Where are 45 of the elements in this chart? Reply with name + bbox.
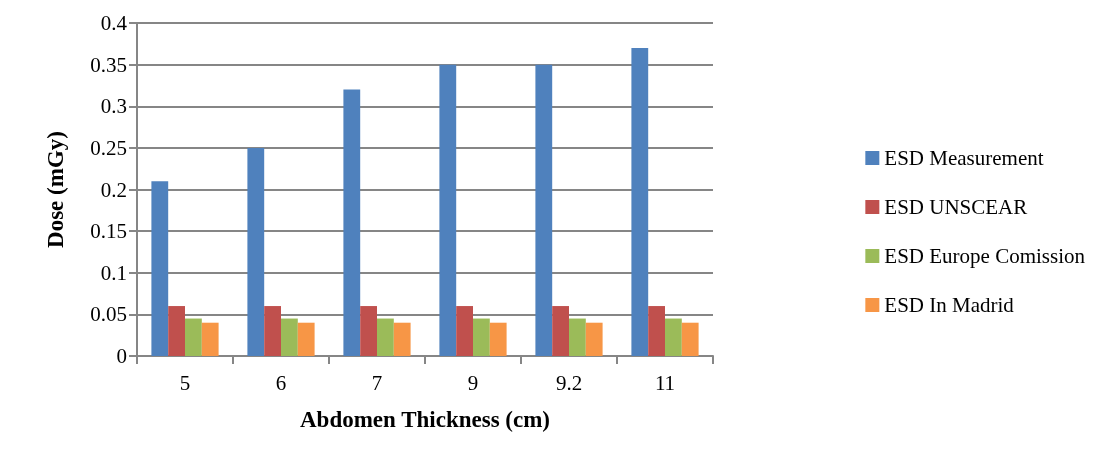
bar xyxy=(343,89,361,356)
bar xyxy=(552,306,569,356)
legend-label: ESD Europe Comission xyxy=(884,244,1086,268)
y-tick-label: 0.35 xyxy=(90,52,127,77)
y-axis-title: Dose (mGy) xyxy=(43,131,68,248)
legend-label: ESD Measurement xyxy=(884,146,1044,170)
bar xyxy=(168,306,185,356)
x-tick-label: 7 xyxy=(371,370,383,395)
y-tick-label: 0.3 xyxy=(100,94,127,119)
bar xyxy=(439,64,457,356)
bar xyxy=(264,306,281,356)
y-tick-label: 0.25 xyxy=(90,135,127,160)
bar xyxy=(681,322,699,356)
legend-label: ESD UNSCEAR xyxy=(884,195,1028,219)
x-axis-title: Abdomen Thickness (cm) xyxy=(299,407,551,432)
x-tick-label: 6 xyxy=(275,370,287,395)
x-tick-label: 9.2 xyxy=(555,370,583,395)
bar xyxy=(631,47,649,356)
x-tick-label: 11 xyxy=(654,370,676,395)
bar xyxy=(393,322,411,356)
x-tick-label: 9 xyxy=(467,370,479,395)
bar xyxy=(665,318,682,356)
y-tick-label: 0.4 xyxy=(100,11,128,35)
y-tick-label: 0.05 xyxy=(90,302,127,327)
bar xyxy=(456,306,473,356)
bar xyxy=(648,306,665,356)
bar xyxy=(473,318,490,356)
y-tick-label: 0 xyxy=(116,344,127,368)
y-tick-label: 0.2 xyxy=(100,177,127,202)
y-tick-label: 0.1 xyxy=(100,260,127,285)
bar xyxy=(360,306,377,356)
bar xyxy=(585,322,603,356)
bar xyxy=(535,64,553,356)
y-tick-label: 0.15 xyxy=(90,219,127,244)
bar xyxy=(297,322,315,356)
bar xyxy=(569,318,586,356)
bar xyxy=(201,322,219,356)
legend-label: ESD In Madrid xyxy=(884,293,1015,317)
bar xyxy=(489,322,507,356)
bar xyxy=(151,181,169,356)
bar xyxy=(377,318,394,356)
bar xyxy=(281,318,298,356)
bar xyxy=(247,147,265,356)
x-tick-label: 5 xyxy=(179,370,191,395)
bar xyxy=(185,318,202,356)
